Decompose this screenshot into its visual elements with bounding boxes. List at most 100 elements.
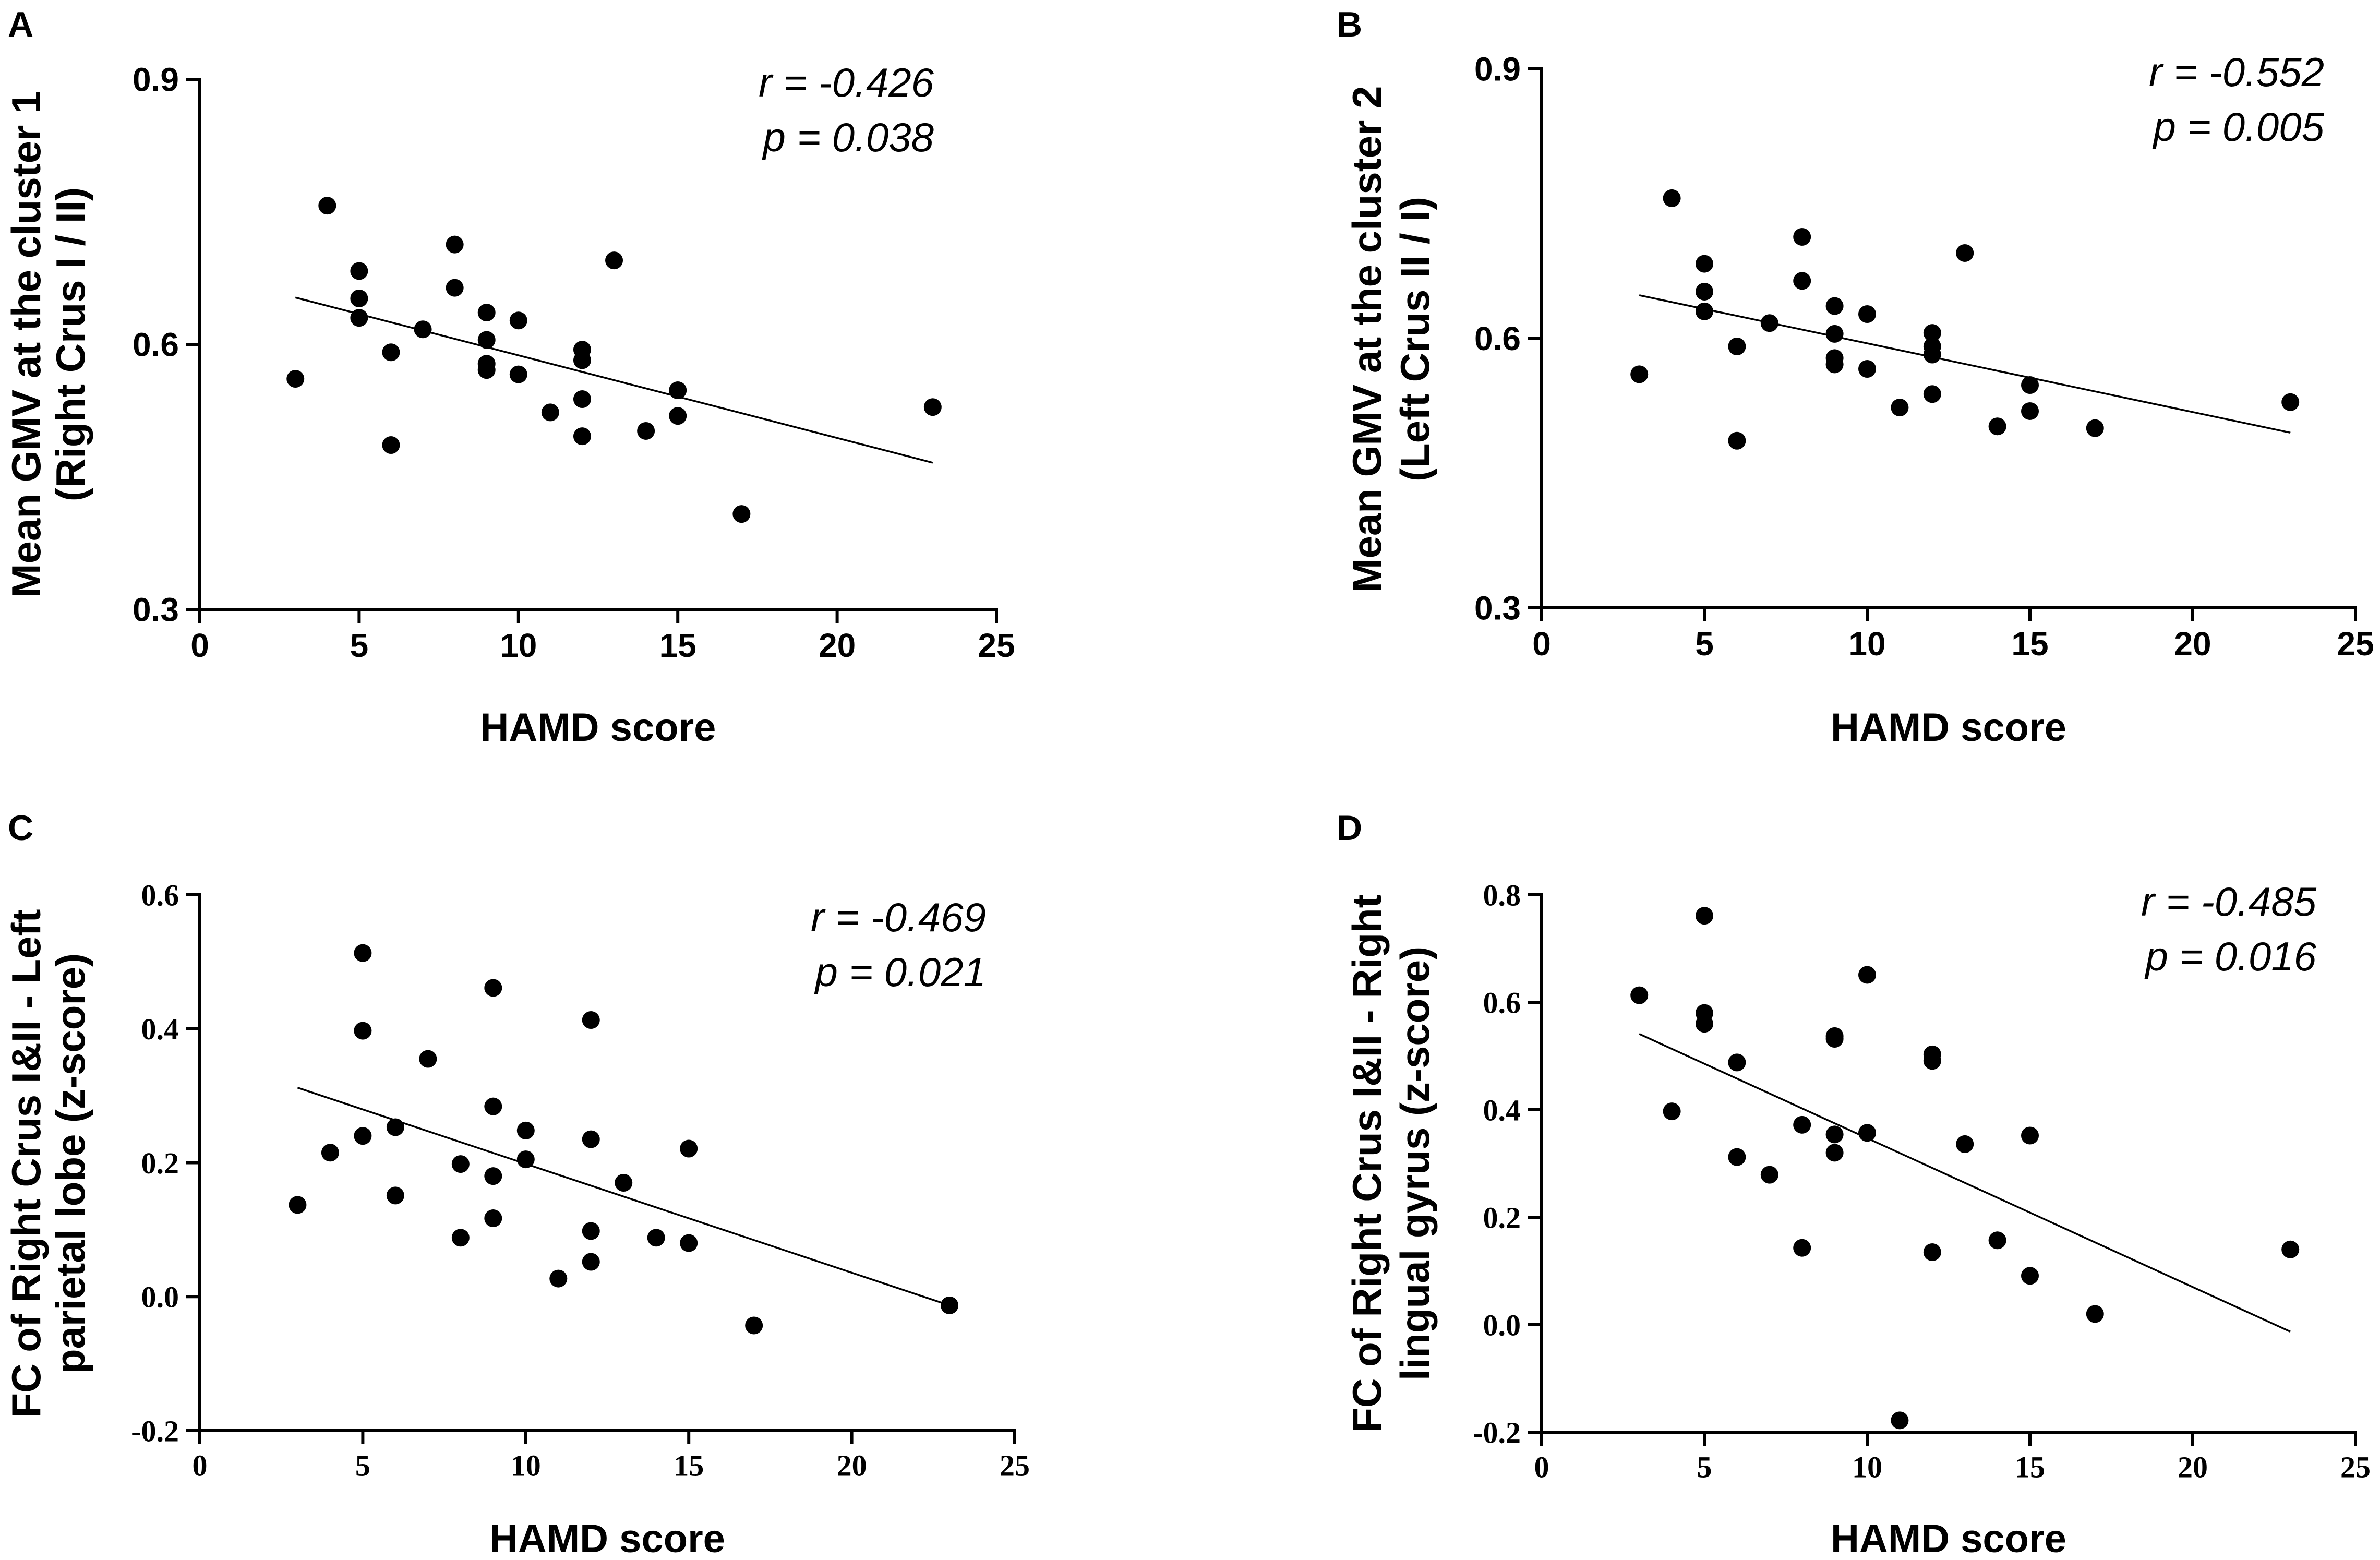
x-axis-title: HAMD score	[480, 705, 716, 750]
stat-r: r = -0.426	[759, 59, 934, 105]
data-point	[647, 1229, 665, 1247]
y-tick-label: 0.4	[1483, 1093, 1521, 1127]
data-point	[745, 1316, 763, 1335]
stat-r: r = -0.552	[2149, 49, 2324, 95]
stat-r: r = -0.469	[811, 894, 986, 940]
regression-line	[1639, 1033, 2291, 1333]
y-axis-title: Mean GMV at the cluster 2	[1344, 86, 1390, 593]
data-point	[451, 1155, 470, 1173]
stat-p: p = 0.021	[814, 949, 986, 995]
panel-d: D 0 5 10 15 20 25 -0.2 0.0 0.2 0.4 0.6 0.8 FC of Righ…	[1337, 808, 2371, 1560]
data-point	[1825, 355, 1844, 374]
y-axis-title: Mean GMV at the cluster 1	[3, 91, 49, 598]
x-tick-label: 0	[190, 627, 209, 664]
y-axis-title: FC of Right Crus I&II - Right	[1344, 894, 1390, 1432]
data-point	[573, 427, 591, 446]
data-point	[732, 505, 751, 523]
x-tick-label: 15	[674, 1448, 704, 1482]
data-point	[321, 1144, 339, 1162]
data-point	[2281, 393, 2300, 411]
x-axis-title: HAMD score	[1831, 705, 2066, 750]
data-point	[516, 1150, 535, 1169]
regression-line	[295, 296, 933, 464]
stat-p: p = 0.005	[2153, 104, 2325, 150]
stat-r: r = -0.485	[2141, 879, 2317, 925]
data-point	[1696, 302, 1713, 320]
data-point	[354, 1022, 372, 1040]
panel-b: B 0 5 10 15 20 25 0.3 0.6 0.9 Mean GMV at the clus…	[1337, 5, 2374, 750]
data-point	[2021, 376, 2039, 394]
data-point	[549, 1269, 568, 1288]
data-point	[350, 262, 368, 280]
data-point	[541, 403, 559, 422]
y-axis-title-line2: (Right Crus I / II)	[47, 187, 93, 501]
x-tick-label: 25	[978, 627, 1015, 664]
data-point	[516, 1121, 535, 1139]
x-tick-label: 15	[2011, 625, 2048, 663]
data-point	[1923, 1243, 1941, 1261]
data-point	[477, 361, 496, 379]
data-point	[1728, 337, 1746, 355]
data-point	[1825, 1030, 1844, 1048]
data-point	[382, 343, 400, 362]
data-point	[582, 1222, 600, 1240]
data-point	[1663, 189, 1681, 207]
data-point	[582, 1130, 600, 1148]
data-point	[382, 436, 400, 454]
x-tick-label: 5	[350, 627, 369, 664]
y-tick-label: 0.6	[1474, 320, 1521, 357]
data-point	[2021, 402, 2039, 420]
data-point	[414, 320, 432, 339]
data-point	[446, 279, 464, 297]
data-point	[1728, 431, 1746, 450]
data-point	[509, 311, 527, 330]
y-tick-label: -0.2	[1473, 1415, 1521, 1449]
data-point	[477, 304, 496, 322]
data-point	[1923, 1052, 1941, 1070]
data-point	[477, 331, 496, 349]
data-point	[1923, 345, 1941, 364]
data-point	[605, 251, 623, 270]
y-axis-title-line2: parietal lobe (z-score)	[47, 953, 93, 1374]
data-point	[1858, 1124, 1876, 1142]
data-point	[669, 381, 687, 400]
data-point	[669, 407, 687, 425]
y-tick-label: 0.6	[1483, 986, 1521, 1019]
y-tick-label: 0.9	[133, 61, 179, 98]
data-point	[286, 370, 305, 388]
data-point	[354, 1127, 372, 1145]
panel-a: A 0 5 10 15 20 25 0.3 0.6 0.9 Mean GMV at the clus…	[3, 5, 1015, 750]
x-tick-label: 10	[500, 627, 537, 664]
y-axis-title-line2: lingual gyrus (z-score)	[1392, 946, 1438, 1381]
data-point	[1825, 325, 1844, 343]
data-point	[680, 1139, 698, 1158]
data-point	[1956, 244, 1974, 262]
y-tick-label: 0.3	[133, 591, 179, 628]
data-point	[2086, 1305, 2104, 1323]
x-tick-label: 10	[1852, 1450, 1882, 1484]
panel-label-d: D	[1337, 808, 1362, 848]
data-point	[1858, 305, 1876, 323]
data-point	[573, 390, 591, 408]
x-tick-label: 5	[355, 1448, 370, 1482]
data-point	[1760, 314, 1778, 332]
data-point	[1630, 365, 1649, 383]
data-point	[354, 944, 372, 962]
y-tick-label: 0.4	[141, 1012, 179, 1046]
data-point	[582, 1253, 600, 1271]
x-tick-label: 5	[1697, 1450, 1712, 1484]
y-tick-label: 0.0	[1483, 1308, 1521, 1342]
data-point	[2281, 1240, 2300, 1258]
data-point	[350, 289, 368, 307]
data-point	[1825, 297, 1844, 315]
data-point	[451, 1229, 470, 1247]
data-point	[1825, 1125, 1844, 1144]
data-point	[484, 1167, 502, 1185]
x-tick-label: 0	[193, 1448, 208, 1482]
x-tick-label: 25	[2340, 1450, 2371, 1484]
x-tick-label: 15	[659, 627, 696, 664]
data-point	[1793, 1239, 1811, 1257]
y-tick-label: 0.3	[1474, 589, 1521, 627]
y-tick-label: 0.9	[1474, 50, 1521, 88]
